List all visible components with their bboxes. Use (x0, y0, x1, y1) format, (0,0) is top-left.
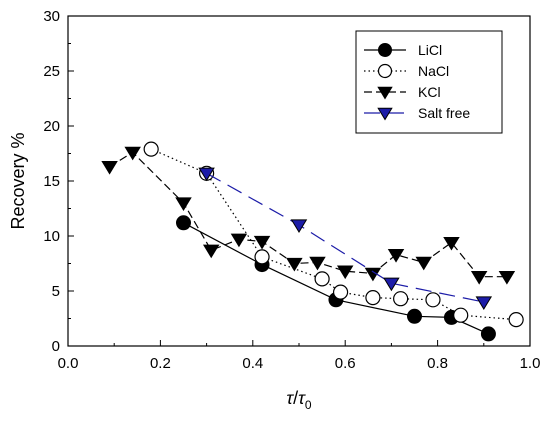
data-point-nacl (508, 312, 524, 328)
y-axis-ticks: 0 5 10 15 20 25 30 (43, 8, 74, 355)
data-point-kcl (443, 236, 460, 251)
series-salt-free (198, 167, 493, 310)
x-tick-label: 0.8 (427, 355, 448, 372)
x-axis-label-subscript: 0 (305, 398, 312, 412)
legend-label-salt-free: Salt free (418, 105, 470, 121)
data-point-kcl (124, 146, 141, 161)
data-point-salt-free (290, 219, 308, 233)
data-point-salt-free (475, 296, 493, 310)
data-point-nacl (393, 291, 409, 307)
series-line-salt-free (206, 172, 484, 303)
y-tick-label: 5 (52, 283, 60, 300)
series-line-kcl (109, 151, 507, 278)
data-point-nacl (254, 249, 270, 265)
data-point-licl (480, 326, 496, 342)
data-point-kcl (230, 233, 248, 248)
data-point-nacl (425, 292, 441, 308)
legend-marker-licl (378, 43, 392, 57)
series-line-nacl (150, 148, 517, 321)
data-point-kcl (253, 235, 271, 250)
legend-marker-salt-free (377, 107, 393, 121)
data-point-kcl (470, 271, 488, 285)
data-point-licl (407, 308, 422, 324)
legend-label-licl: LiCl (418, 42, 442, 58)
x-axis-label-slash: / (293, 388, 298, 408)
legend-marker-nacl (377, 63, 393, 79)
x-axis-label-tau0: τ (298, 388, 306, 408)
y-axis-label: Recovery % (8, 132, 28, 229)
y-tick-label: 0 (52, 338, 60, 355)
data-point-kcl (202, 244, 220, 259)
y-tick-label: 15 (43, 173, 60, 190)
x-axis-ticks: 0.0 0.2 0.4 0.6 0.8 1.0 (58, 340, 541, 372)
x-tick-label: 0.4 (242, 355, 263, 372)
x-axis-label-tau: τ (286, 388, 294, 408)
legend-label-nacl: NaCl (418, 63, 449, 79)
data-point-salt-free (383, 277, 400, 292)
data-point-kcl (175, 197, 192, 211)
data-point-nacl (314, 271, 330, 287)
data-point-licl (176, 215, 191, 231)
legend-box (355, 30, 503, 134)
series-line-licl (183, 222, 489, 335)
x-tick-label: 1.0 (520, 355, 541, 372)
legend-marker-kcl (377, 86, 393, 100)
legend: LiCl NaCl KCl Salt free (355, 30, 503, 134)
data-point-kcl (498, 271, 516, 285)
data-point-nacl (143, 141, 159, 157)
y-tick-label: 30 (43, 8, 60, 25)
y-tick-label: 25 (43, 63, 60, 80)
legend-label-kcl: KCl (418, 84, 441, 100)
x-tick-label: 0.2 (150, 355, 171, 372)
x-tick-label: 0.6 (335, 355, 356, 372)
data-point-kcl (415, 256, 432, 271)
series-layer (101, 141, 524, 342)
x-tick-label: 0.0 (58, 355, 79, 372)
data-point-nacl (365, 290, 381, 306)
data-point-nacl (332, 284, 349, 300)
data-point-nacl (453, 307, 469, 323)
y-tick-label: 10 (43, 228, 60, 245)
data-point-kcl (387, 249, 405, 263)
series-kcl (101, 146, 516, 285)
data-point-kcl (101, 161, 118, 175)
y-tick-label: 20 (43, 118, 60, 135)
series-licl (176, 215, 496, 342)
x-axis-label: τ/τ0 (286, 388, 311, 412)
data-point-salt-free (198, 167, 215, 182)
data-point-kcl (336, 265, 354, 280)
data-point-kcl (309, 256, 326, 271)
data-point-kcl (286, 257, 303, 272)
